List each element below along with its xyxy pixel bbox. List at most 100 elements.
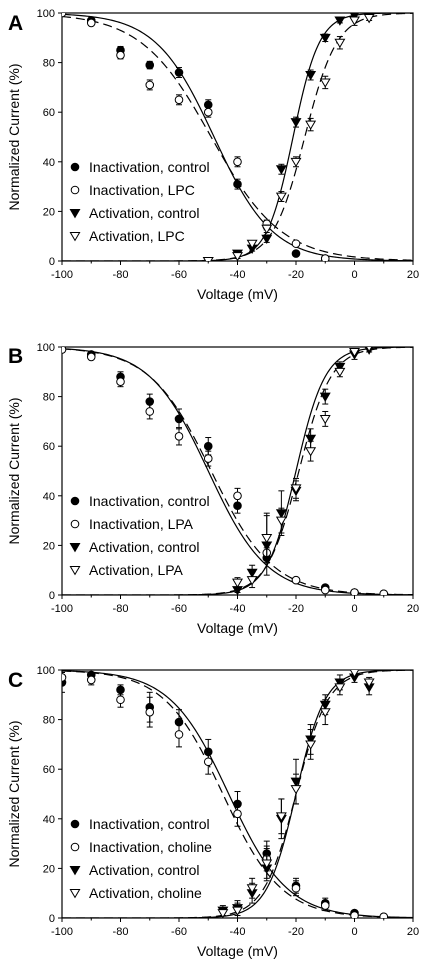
x-tick-label: -40 <box>230 269 246 281</box>
data-point <box>349 670 360 678</box>
data-point <box>86 18 96 28</box>
data-point <box>319 33 331 44</box>
data-point <box>116 695 125 705</box>
x-tick-label: -100 <box>51 603 73 615</box>
data-point <box>116 50 125 60</box>
x-tick-label: -80 <box>113 269 129 281</box>
chart-panel-c: C -100 -80 -60 -40 -20 0 20 0 20 40 60 80 100 Voltage … <box>6 665 419 959</box>
data-point <box>379 589 389 595</box>
x-tick-label: -40 <box>230 926 246 938</box>
data-point <box>261 224 273 235</box>
y-tick-label: 20 <box>43 206 55 218</box>
data-point <box>233 809 242 819</box>
data-point <box>86 352 96 362</box>
y-tick-label: 60 <box>43 107 55 119</box>
series-inactivation-lpa <box>62 347 389 595</box>
data-point <box>203 107 213 117</box>
data-point <box>261 534 273 544</box>
plot-frame <box>61 12 414 262</box>
y-tick-label: 80 <box>43 715 55 727</box>
data-point <box>349 16 360 26</box>
data-point <box>275 192 287 202</box>
panel-letter: B <box>8 345 23 368</box>
y-tick-label: 20 <box>43 863 55 875</box>
series-inactivation-choline <box>62 671 389 918</box>
x-tick-label: 0 <box>351 926 357 938</box>
data-point <box>290 785 302 795</box>
data-point <box>291 249 301 258</box>
series-activation-choline <box>217 670 375 918</box>
y-tick-label: 80 <box>43 392 55 404</box>
data-point <box>290 157 302 168</box>
legend-marker <box>69 866 81 876</box>
fit-curve-inactivation-lpa <box>62 348 413 595</box>
x-tick-label: -60 <box>171 603 187 615</box>
legend-marker <box>70 185 80 195</box>
data-point <box>145 407 155 416</box>
data-point <box>334 367 346 378</box>
legend-label: Activation, control <box>89 539 200 555</box>
data-point <box>305 71 317 81</box>
data-point <box>233 157 242 167</box>
data-point <box>363 678 375 688</box>
x-tick-label: 0 <box>351 269 357 281</box>
data-point <box>319 78 331 88</box>
data-point <box>86 675 96 685</box>
legend-marker <box>69 232 81 242</box>
legend-label: Inactivation, choline <box>89 839 212 855</box>
plot-frame <box>61 346 414 596</box>
chart-panel-b: B -100 -80 -60 -40 -20 0 20 0 20 40 60 80 100 Voltage … <box>6 342 419 636</box>
fit-curve-activation-lpc <box>62 13 413 261</box>
data-point <box>349 348 360 358</box>
panel-letter: A <box>8 12 23 35</box>
data-point <box>174 414 184 424</box>
data-point <box>275 812 287 822</box>
legend-label: Activation, choline <box>89 885 202 901</box>
data-point <box>291 239 301 248</box>
legend-marker <box>70 162 80 172</box>
data-point <box>246 884 258 894</box>
data-point <box>275 516 287 526</box>
data-point <box>203 454 213 463</box>
legend: Inactivation, control Inactivation, choli… <box>69 816 212 901</box>
series-inactivation-control <box>62 13 330 261</box>
panel-letter: C <box>8 669 23 692</box>
data-point <box>319 392 331 402</box>
x-tick-label: -100 <box>51 269 73 281</box>
x-tick-label: -60 <box>171 269 187 281</box>
chart-panel-a: A -100 -80 -60 -40 -20 0 20 0 20 40 60 80 100 Voltage … <box>6 8 419 302</box>
data-point <box>203 441 213 451</box>
legend-label: Activation, LPC <box>89 228 185 244</box>
data-point <box>291 883 301 893</box>
x-tick-label: -60 <box>171 926 187 938</box>
x-tick-label: -20 <box>288 926 304 938</box>
x-tick-label: 20 <box>407 269 419 281</box>
series-activation-control <box>202 13 374 261</box>
data-point <box>334 38 346 49</box>
data-point <box>145 60 155 70</box>
x-tick-label: -80 <box>113 926 129 938</box>
x-tick-label: 0 <box>351 603 357 615</box>
x-axis-title: Voltage (mV) <box>197 286 278 302</box>
y-tick-label: 60 <box>43 441 55 453</box>
legend: Inactivation, control Inactivation, LPC Ac… <box>69 159 210 244</box>
y-tick-label: 100 <box>37 665 55 677</box>
data-point <box>291 575 301 585</box>
data-point <box>174 431 184 441</box>
data-point <box>174 730 184 739</box>
data-point <box>261 234 273 245</box>
fit-curve-inactivation-control <box>62 348 413 595</box>
fit-curve-activation-control <box>62 347 413 595</box>
y-tick-label: 0 <box>49 256 55 268</box>
series-activation-lpa <box>232 347 373 589</box>
data-point <box>62 347 67 354</box>
legend-marker <box>69 566 81 576</box>
data-point <box>203 757 213 767</box>
data-point <box>232 578 243 588</box>
x-tick-label: -40 <box>230 603 246 615</box>
series-inactivation-control <box>62 670 389 918</box>
data-point <box>261 859 273 869</box>
x-axis-title: Voltage (mV) <box>197 620 278 636</box>
x-tick-label: 20 <box>407 603 419 615</box>
series-activation-control <box>232 347 374 595</box>
